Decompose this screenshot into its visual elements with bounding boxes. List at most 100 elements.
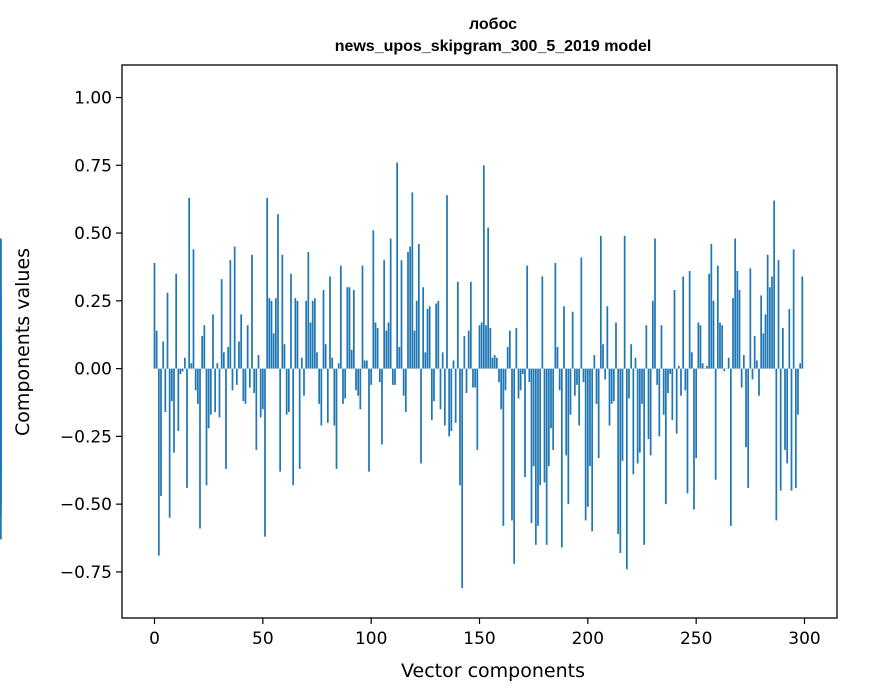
bar [433, 368, 435, 402]
bar [762, 333, 765, 369]
bar [244, 368, 247, 404]
bar [736, 271, 739, 369]
bar [0, 241, 2, 369]
bar [404, 368, 407, 412]
bar [677, 365, 680, 369]
bar [550, 368, 552, 429]
bar [313, 298, 316, 369]
bar [292, 368, 295, 486]
bar [190, 363, 193, 369]
bar [693, 368, 695, 510]
bar [595, 368, 598, 404]
bar [658, 368, 661, 437]
bar [222, 352, 225, 369]
bar [218, 368, 221, 418]
x-tick-label: 250 [680, 629, 712, 649]
bar [459, 368, 461, 486]
bar [257, 355, 260, 369]
bar [214, 368, 217, 412]
bar [409, 246, 412, 369]
bar [651, 300, 654, 369]
bar [469, 281, 472, 369]
bar [801, 276, 804, 369]
bar [526, 265, 529, 369]
plot-frame [121, 64, 838, 619]
bar [749, 268, 752, 369]
bar [209, 368, 212, 415]
y-axis-ticks: −0.75 −0.50 −0.25 0.00 0.25 0.50 0.75 1.00 [60, 89, 122, 583]
bar [649, 368, 652, 456]
bar [277, 214, 279, 369]
bar [454, 368, 457, 423]
bar [422, 287, 425, 369]
bar [732, 298, 734, 369]
bar [790, 368, 793, 491]
bar [428, 306, 431, 369]
bar [168, 368, 171, 518]
bar [283, 344, 286, 369]
bar [784, 368, 786, 450]
bar [686, 368, 689, 494]
bar [242, 368, 245, 402]
bar [381, 368, 383, 445]
bar [567, 368, 570, 505]
bar [697, 322, 700, 369]
bar [365, 360, 368, 369]
bar [164, 368, 167, 412]
bar [246, 325, 249, 369]
bar [537, 368, 539, 526]
bar [690, 352, 693, 369]
bar [389, 238, 392, 369]
bar [207, 368, 210, 429]
bar [745, 368, 747, 448]
bar [417, 243, 420, 369]
bar [298, 368, 301, 469]
bar [324, 344, 327, 369]
bar [534, 368, 537, 545]
bar [569, 368, 572, 415]
bar [493, 355, 496, 369]
bar [508, 330, 511, 369]
bar [576, 368, 578, 385]
bar [264, 368, 266, 537]
bar [547, 368, 550, 467]
bar [478, 325, 481, 369]
bar [775, 368, 778, 521]
bar [636, 368, 639, 464]
bar [472, 368, 474, 388]
bar [192, 249, 195, 369]
bar [153, 262, 156, 369]
bar [476, 368, 479, 450]
bar [645, 325, 648, 369]
bar [368, 368, 370, 472]
bar [625, 368, 628, 570]
bar [261, 368, 264, 410]
bar [541, 276, 544, 369]
bar [612, 368, 615, 402]
bar [701, 363, 704, 369]
bar [589, 368, 591, 467]
bar [662, 368, 665, 415]
bar [708, 273, 711, 369]
bar [240, 314, 243, 369]
bar [225, 368, 227, 469]
bar [448, 368, 451, 437]
y-tick-label: 0.00 [74, 360, 112, 380]
bar [342, 368, 344, 404]
bar [175, 273, 178, 369]
y-axis-label: Components values [12, 248, 34, 436]
bar [441, 352, 444, 369]
bar [530, 368, 533, 524]
bar [326, 368, 329, 423]
bar [641, 368, 643, 404]
bar [205, 368, 208, 486]
bar [773, 200, 776, 369]
bar [647, 368, 650, 440]
bar [604, 368, 607, 380]
bar [632, 368, 635, 475]
bar [266, 197, 269, 369]
bar [465, 368, 468, 394]
bar [487, 227, 490, 369]
bar [580, 257, 583, 369]
bar [615, 322, 617, 369]
